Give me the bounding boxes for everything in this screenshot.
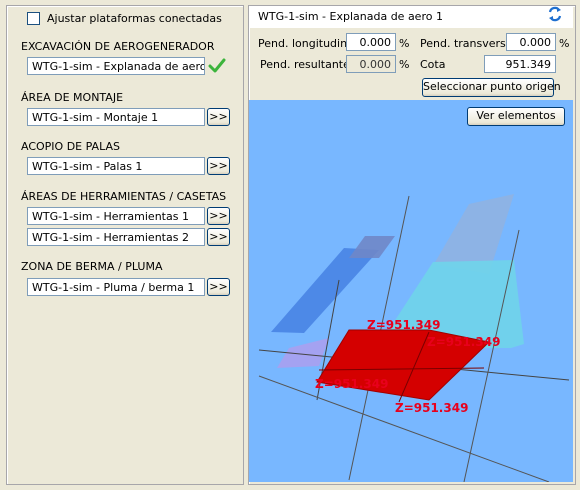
montaje-more-button[interactable]: >> xyxy=(207,108,230,126)
herramientas-1-field[interactable]: WTG-1-sim - Herramientas 1 xyxy=(27,207,205,225)
axis-line xyxy=(463,229,520,482)
cota-label: Cota xyxy=(420,58,446,71)
view-elements-button[interactable]: Ver elementos xyxy=(467,107,565,126)
pend-longitudinal-label: Pend. longitudinal xyxy=(258,37,357,50)
berma-more-button[interactable]: >> xyxy=(207,278,230,296)
pend-transversal-unit: % xyxy=(559,37,570,50)
herramientas-2-field[interactable]: WTG-1-sim - Herramientas 2 xyxy=(27,228,205,246)
z-label: Z=951.349 xyxy=(427,335,500,349)
adjust-platforms-label: Ajustar plataformas conectadas xyxy=(47,12,222,25)
herramientas-1-more-button[interactable]: >> xyxy=(207,207,230,225)
herramientas-2-more-button[interactable]: >> xyxy=(207,228,230,246)
palas-more-button[interactable]: >> xyxy=(207,157,230,175)
z-label: Z=951.349 xyxy=(315,377,388,391)
montaje-field[interactable]: WTG-1-sim - Montaje 1 xyxy=(27,108,205,126)
select-origin-button[interactable]: Seleccionar punto origen xyxy=(422,78,561,97)
pend-resultante-field: 0.000 xyxy=(346,55,396,73)
pend-transversal-label: Pend. transversal xyxy=(420,37,516,50)
section-title-berma: ZONA DE BERMA / PLUMA xyxy=(21,260,163,273)
axis-line xyxy=(258,375,550,482)
adjust-platforms-checkbox[interactable] xyxy=(27,12,40,25)
pend-resultante-label: Pend. resultante xyxy=(260,58,350,71)
section-title-excavacion: EXCAVACIÓN DE AEROGENERADOR xyxy=(21,40,215,53)
z-label: Z=951.349 xyxy=(395,401,468,415)
section-title-herramientas: ÁREAS DE HERRAMIENTAS / CASETAS xyxy=(21,190,227,203)
red-main-platform xyxy=(316,329,491,401)
pend-longitudinal-unit: % xyxy=(399,37,410,50)
3d-scene: Z=951.349 Z=951.349 Z=951.349 Z=951.349 xyxy=(258,194,570,482)
small-block xyxy=(349,236,395,258)
wall-panel-upper-right xyxy=(434,194,514,274)
pend-transversal-input[interactable]: 0.000 xyxy=(506,33,556,51)
platform-axis xyxy=(398,331,430,403)
pend-resultante-unit: % xyxy=(399,58,410,71)
check-icon xyxy=(208,58,226,73)
palas-field[interactable]: WTG-1-sim - Palas 1 xyxy=(27,157,205,175)
refresh-icon[interactable] xyxy=(546,5,564,23)
3d-viewport[interactable]: Z=951.349 Z=951.349 Z=951.349 Z=951.349 xyxy=(249,100,573,482)
lavender-platform xyxy=(277,338,329,368)
platform-axis xyxy=(318,367,485,371)
cota-input[interactable]: 951.349 xyxy=(484,55,556,73)
blue-platform-left xyxy=(271,248,379,333)
section-title-montaje: ÁREA DE MONTAJE xyxy=(21,91,124,104)
detail-title: WTG-1-sim - Explanada de aero 1 xyxy=(258,10,443,23)
z-label: Z=951.349 xyxy=(367,318,440,332)
detail-titlebar xyxy=(249,6,573,28)
section-title-palas: ACOPIO DE PALAS xyxy=(21,140,120,153)
cyan-platform xyxy=(377,260,524,348)
berma-field[interactable]: WTG-1-sim - Pluma / berma 1 xyxy=(27,278,205,296)
pend-longitudinal-input[interactable]: 0.000 xyxy=(346,33,396,51)
excavacion-field[interactable]: WTG-1-sim - Explanada de aero 1 xyxy=(27,57,205,75)
